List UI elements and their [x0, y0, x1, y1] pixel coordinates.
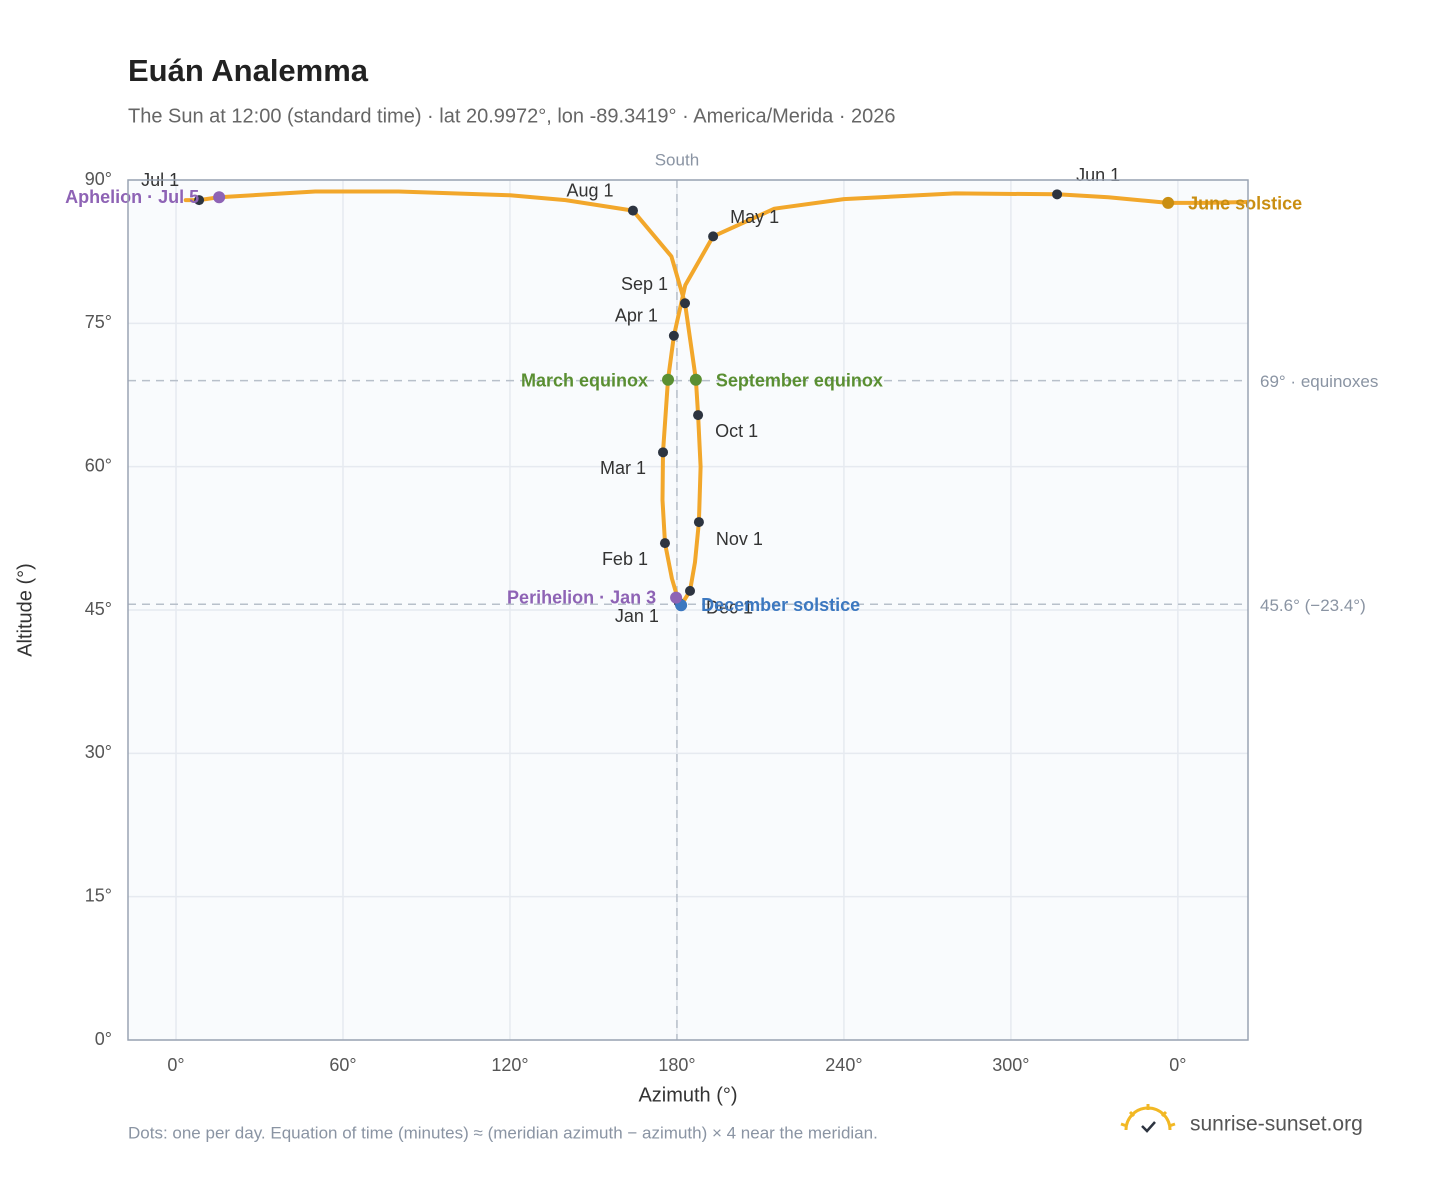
y-tick-label: 0°: [95, 1029, 112, 1049]
x-tick-label: 120°: [491, 1055, 528, 1075]
milestone-dot: [685, 585, 696, 596]
milestone-dot: [659, 538, 670, 549]
chart-subtitle: The Sun at 12:00 (standard time) · lat 2…: [128, 105, 896, 127]
event-label: March equinox: [521, 370, 648, 390]
event-label: September equinox: [716, 370, 883, 390]
milestone-dot: [680, 298, 691, 309]
milestone-dot: [668, 330, 679, 341]
footnote: Dots: one per day. Equation of time (min…: [128, 1123, 878, 1142]
milestone-dot: [693, 517, 704, 528]
x-axis-label: Azimuth (°): [638, 1084, 737, 1106]
milestone-label: Nov 1: [716, 529, 763, 549]
reference-label: 45.6° (−23.4°): [1260, 596, 1366, 615]
y-tick-label: 60°: [85, 455, 112, 475]
y-tick-label: 30°: [85, 742, 112, 762]
milestone-label: Apr 1: [615, 306, 658, 326]
milestone-label: Jan 1: [615, 606, 659, 626]
x-tick-label: 300°: [992, 1055, 1029, 1075]
x-tick-label: 180°: [658, 1055, 695, 1075]
reference-label: South: [655, 150, 699, 169]
milestone-label: Mar 1: [600, 458, 646, 478]
chart-title: Euán Analemma: [128, 53, 369, 88]
y-tick-label: 45°: [85, 599, 112, 619]
y-tick-label: 15°: [85, 885, 112, 905]
x-tick-label: 240°: [825, 1055, 862, 1075]
event-dot: [1162, 196, 1175, 209]
milestone-label: May 1: [730, 207, 779, 227]
milestone-label: Jun 1: [1076, 165, 1120, 185]
event-label: Perihelion · Jan 3: [507, 587, 656, 607]
source: sunrise-sunset.org: [1190, 1113, 1363, 1136]
milestone-label: Aug 1: [566, 180, 613, 200]
y-axis-label: Altitude (°): [14, 563, 36, 657]
reference-label: 69° · equinoxes: [1260, 372, 1378, 391]
event-label: June solstice: [1188, 194, 1302, 214]
milestone-label: Sep 1: [621, 274, 668, 294]
milestone-label: Feb 1: [602, 549, 648, 569]
event-dot: [662, 373, 675, 386]
milestone-dot: [693, 410, 704, 421]
plot-border: [127, 179, 1249, 1041]
y-tick-label: 75°: [85, 312, 112, 332]
milestone-dot: [708, 231, 719, 242]
x-tick-label: 0°: [1169, 1055, 1186, 1075]
event-label: December solstice: [701, 595, 860, 615]
brand-icon: [1120, 1104, 1176, 1133]
milestone-dot: [1052, 189, 1063, 200]
event-dot: [670, 591, 683, 604]
x-tick-label: 60°: [329, 1055, 356, 1075]
event-label: Aphelion · Jul 5: [65, 187, 199, 207]
milestone-label: Oct 1: [715, 421, 758, 441]
milestone-dot: [194, 195, 205, 206]
event-dot: [689, 373, 702, 386]
event-dot: [213, 191, 226, 204]
milestone-dot: [658, 447, 669, 458]
y-tick-label: 90°: [85, 169, 112, 189]
milestone-dot: [627, 205, 638, 216]
milestone-label: Dec 1: [706, 598, 753, 618]
x-tick-label: 0°: [167, 1055, 184, 1075]
